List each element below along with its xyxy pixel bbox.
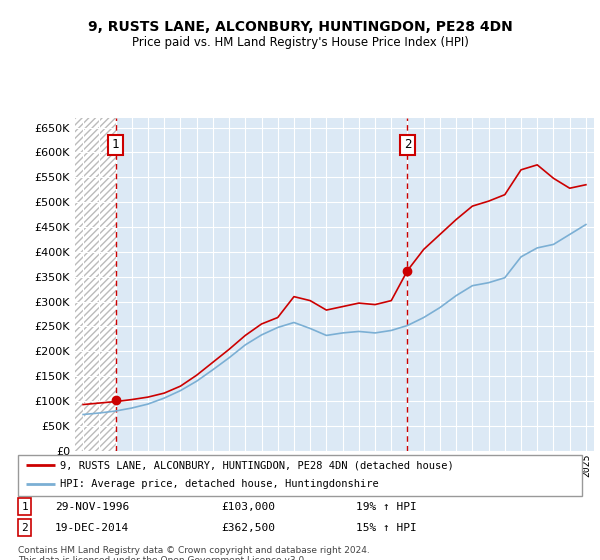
- Text: 29-NOV-1996: 29-NOV-1996: [55, 502, 129, 511]
- Text: Contains HM Land Registry data © Crown copyright and database right 2024.
This d: Contains HM Land Registry data © Crown c…: [18, 546, 370, 560]
- Text: 2: 2: [22, 522, 28, 533]
- Text: HPI: Average price, detached house, Huntingdonshire: HPI: Average price, detached house, Hunt…: [60, 479, 379, 489]
- Text: 9, RUSTS LANE, ALCONBURY, HUNTINGDON, PE28 4DN (detached house): 9, RUSTS LANE, ALCONBURY, HUNTINGDON, PE…: [60, 460, 454, 470]
- Text: £103,000: £103,000: [221, 502, 275, 511]
- Text: 19-DEC-2014: 19-DEC-2014: [55, 522, 129, 533]
- Text: 15% ↑ HPI: 15% ↑ HPI: [356, 522, 417, 533]
- Text: £362,500: £362,500: [221, 522, 275, 533]
- Text: 9, RUSTS LANE, ALCONBURY, HUNTINGDON, PE28 4DN: 9, RUSTS LANE, ALCONBURY, HUNTINGDON, PE…: [88, 20, 512, 34]
- Text: 2: 2: [404, 138, 411, 151]
- Text: Price paid vs. HM Land Registry's House Price Index (HPI): Price paid vs. HM Land Registry's House …: [131, 36, 469, 49]
- Bar: [75, 118, 116, 451]
- Text: 19% ↑ HPI: 19% ↑ HPI: [356, 502, 417, 511]
- FancyBboxPatch shape: [18, 455, 582, 496]
- Text: 1: 1: [112, 138, 119, 151]
- Text: 1: 1: [22, 502, 28, 511]
